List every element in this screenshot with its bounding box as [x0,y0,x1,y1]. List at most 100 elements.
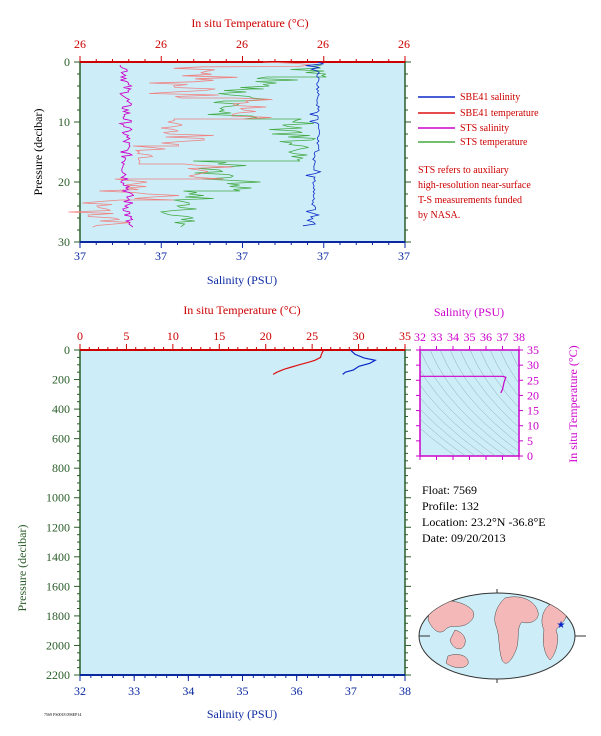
upper-bottom-tick-label: 37 [317,249,329,263]
ts-density-contour [420,418,466,456]
lower-temperature-trace [272,350,324,375]
sts-salinity-trace [118,64,135,228]
map-land-se-asia [449,629,466,650]
lower-temperature-tick-label: 0 [77,329,83,343]
ts-temperature-tick-label: 30 [527,358,539,372]
ts-density-contour [420,408,476,456]
lower-salinity-tick-label: 38 [399,684,411,698]
float-info: Float: 7569 Profile: 132 Location: 23.2°… [422,483,546,545]
lower-salinity-tick-label: 32 [74,684,86,698]
lower-temperature-tick-label: 30 [353,329,365,343]
legend-label-sbe41-salinity: SBE41 salinity [460,92,520,103]
ts-density-contour [420,427,456,456]
ts-density-contour [420,369,506,456]
lower-salinity-trace [342,349,377,375]
world-location-map: ★ [418,589,586,683]
sts-note-line: T-S measurements funded [418,195,522,206]
sbe41-temperature-trace [68,61,312,228]
ts-density-contour [420,350,516,456]
ts-salinity-tick-label: 34 [447,330,459,344]
lower-bottom-axis-label: Salinity (PSU) [207,707,277,721]
lower-pressure-axis-label: Pressure (decibar) [15,525,29,612]
ts-density-contour [449,350,519,437]
ts-temperature-tick-label: 5 [527,434,533,448]
ts-axis-ticks [416,346,523,460]
lower-pressure-tick-label: 600 [52,432,70,446]
upper-bottom-tick-label: 37 [236,249,248,263]
lower-pressure-tick-label: 800 [52,461,70,475]
map-land-asia [427,600,475,633]
upper-pressure-tick-label: 20 [58,175,70,189]
lower-pressure-tick-label: 400 [52,402,70,416]
lower-pressure-tick-label: 1200 [46,520,70,534]
float-id: Float: 7569 [422,483,477,497]
ts-density-contours [420,350,519,456]
legend-label-sts-salinity: STS salinity [460,123,509,134]
ts-density-contour [459,350,519,428]
lower-top-axis-label: In situ Temperature (°C) [183,303,300,317]
upper-top-tick-label: 26 [74,37,86,51]
lower-pressure-tick-label: 1800 [46,609,70,623]
ts-temperature-tick-label: 15 [527,404,539,418]
sts-note-line: STS refers to auxiliary [418,165,509,176]
lower-salinity-tick-label: 34 [182,684,194,698]
ts-temperature-tick-label: 35 [527,343,539,357]
sbe41-salinity-trace [302,61,324,227]
lower-salinity-tick-label: 36 [291,684,303,698]
upper-pressure-axis-label: Pressure (decibar) [31,109,45,196]
ts-salinity-tick-label: 38 [513,330,525,344]
lower-plot-area [79,349,406,676]
figure-footer: 7569 FS0018 09SEP14 [44,712,81,717]
lower-profile-traces [272,349,377,375]
lower-temperature-tick-label: 25 [306,329,318,343]
upper-pressure-tick-label: 30 [58,235,70,249]
upper-bottom-tick-label: 37 [74,249,86,263]
lower-pressure-tick-label: 2200 [46,668,70,682]
ts-salinity-tick-label: 35 [464,330,476,344]
ts-salinity-tick-label: 37 [497,330,509,344]
upper-bottom-tick-label: 37 [398,249,410,263]
upper-pressure-tick-label: 0 [64,55,70,69]
profile-date: Date: 09/20/2013 [422,531,506,545]
lower-temperature-tick-label: 20 [260,329,272,343]
ts-right-axis-label: In situ Temperature (°C) [566,345,580,462]
upper-top-tick-label: 26 [398,37,410,51]
lower-temperature-tick-label: 35 [399,329,411,343]
ts-temperature-tick-label: 0 [527,449,533,463]
upper-legend: SBE41 salinity SBE41 temperature STS sal… [418,92,539,221]
lower-pressure-tick-label: 0 [64,343,70,357]
ts-temperature-tick-label: 20 [527,388,539,402]
float-position-star-icon: ★ [557,620,566,631]
ts-temperature-tick-label: 25 [527,373,539,387]
upper-top-tick-label: 26 [317,37,329,51]
upper-bottom-axis-label: Salinity (PSU) [207,273,277,287]
lower-axis-ticks [74,344,411,681]
ts-profile-trace [420,375,507,394]
ts-density-contour [489,350,519,397]
lower-pressure-tick-label: 1400 [46,550,70,564]
float-location: Location: 23.2°N -36.8°E [422,515,546,529]
upper-axis-ticks [74,56,411,248]
lower-tick-labels: 0 5 10 15 20 25 30 35 32 33 34 35 36 37 38 0 200 400 600 80… [46,329,411,698]
profile-number: Profile: 132 [422,499,479,513]
ts-density-contour [499,350,519,384]
upper-top-axis-label: In situ Temperature (°C) [191,16,308,30]
ts-salinity-tick-label: 33 [431,330,443,344]
lower-salinity-tick-label: 37 [345,684,357,698]
lower-pressure-tick-label: 2000 [46,638,70,652]
upper-top-tick-label: 26 [236,37,248,51]
legend-label-sts-temperature: STS temperature [460,137,528,148]
lower-panel: In situ Temperature (°C) Salinity (PSU) … [15,303,411,721]
upper-panel: In situ Temperature (°C) 26 26 26 26 26 … [31,16,539,287]
ts-temperature-tick-label: 10 [527,419,539,433]
ts-diagram: Salinity (PSU) In situ Temperature (°C) … [414,305,580,463]
lower-pressure-tick-label: 1600 [46,579,70,593]
sts-temperature-trace [159,64,327,228]
lower-salinity-tick-label: 35 [237,684,249,698]
ts-density-contour [420,384,496,456]
upper-bottom-tick-label: 37 [155,249,167,263]
map-land-americas [494,596,539,664]
upper-profile-traces [68,61,327,228]
